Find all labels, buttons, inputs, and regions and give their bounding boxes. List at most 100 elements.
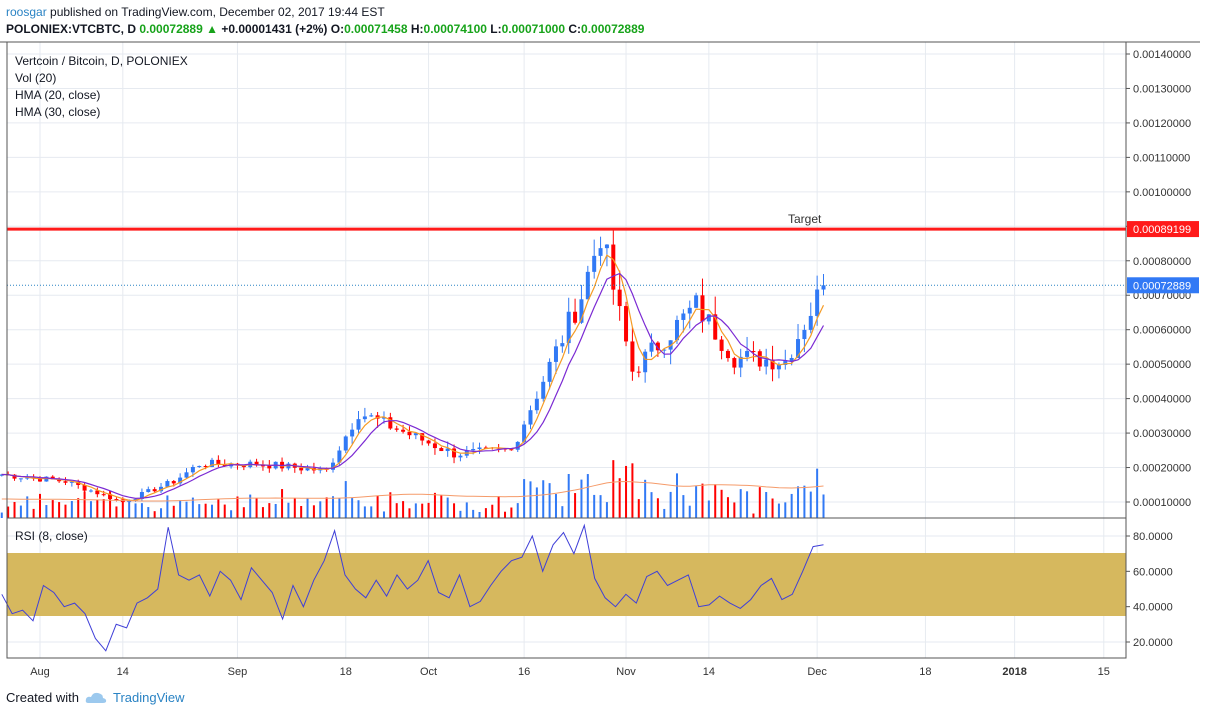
volume-bar [491,504,494,518]
volume-bar [739,489,742,518]
tradingview-link[interactable]: TradingView [112,690,185,705]
candle-body [184,472,189,478]
price-tick-label: 0.00010000 [1133,497,1191,509]
volume-bar [446,497,449,518]
volume-bar [13,501,16,518]
volume-bar [612,460,615,518]
volume-bar [191,497,194,518]
candle-body [18,478,23,480]
rsi-line [1,523,824,652]
volume-bar [140,503,143,518]
volume-bar [45,505,48,518]
candle-body [789,357,794,361]
volume-bar [395,503,398,518]
candle-body [209,459,214,467]
candle-body [38,477,42,482]
volume-bar [300,505,303,518]
volume-bar [274,503,277,518]
volume-bar [669,491,672,518]
legend-hma30: HMA (30, close) [15,105,100,119]
volume-bar [593,494,596,518]
volume-bar [554,494,557,518]
author-link[interactable]: roosgar [6,5,47,19]
price-tick-label: 0.00130000 [1133,83,1191,95]
price-tick-label: 0.00140000 [1133,49,1191,61]
volume-bar [376,495,379,518]
volume-bar [440,495,443,518]
volume-bar [580,479,583,518]
hma30-line [1,272,825,500]
candle-body [260,465,265,467]
time-tick-label: Oct [420,666,437,678]
volume-bar [714,484,717,518]
candle-body [101,494,106,496]
chart-frame [0,41,1200,659]
volume-bar [504,511,507,518]
volume-bar [427,502,430,518]
volume-bar [121,501,124,518]
candle-body [713,314,718,340]
candle-body [171,481,176,484]
last-price: 0.00072889 [139,22,203,36]
candle-body [706,314,711,322]
volume-bar [185,501,188,518]
candle-body [254,461,259,466]
volume-bar [637,499,640,518]
price-tick-label: 0.00060000 [1133,325,1191,337]
symbol-text: POLONIEX:VTCBTC, D [6,22,137,36]
candle-body [796,339,801,358]
candle-body [821,285,826,290]
volume-bar [402,501,405,518]
volume-bar [726,497,729,518]
candle-body [757,351,762,367]
candle-body [139,492,144,499]
volume-bar [382,511,385,518]
candle-body [522,424,527,442]
current-price-text: 0.00072889 [1133,280,1191,292]
candle-body [579,299,584,323]
candle-body [509,449,514,451]
candle-body [458,455,463,458]
candle-body [725,350,730,359]
volume-bar [357,500,360,518]
volume-bar [720,489,723,518]
candle-body [662,349,667,351]
volume-bar [32,508,35,518]
candle-body [655,342,660,351]
candle-body [394,428,399,430]
candle-body [76,481,81,485]
volume-bars [0,460,825,518]
volume-bar [497,496,500,518]
candle-body [573,311,578,323]
volume-bar [733,502,736,518]
volume-bar [414,503,417,518]
change-text: +0.00001431 (+2%) [221,22,328,36]
volume-bar [459,510,462,518]
target-price-text: 0.00089199 [1133,224,1191,236]
time-tick-label: 14 [703,666,715,678]
volume-bar [586,474,589,518]
volume-bar [166,495,169,518]
candle-body [649,342,654,352]
published-text: published on TradingView.com, December 0… [50,5,385,19]
volume-bar [255,498,258,518]
candle-body [776,364,781,370]
volume-bar [0,512,3,518]
price-tick-label: 0.00110000 [1133,152,1190,164]
candle-body [553,346,558,362]
volume-bar [109,490,112,518]
candle-body [108,494,113,500]
footer: Created with TradingView [6,690,185,705]
candle-body [528,410,533,425]
candle-body [738,356,743,368]
volume-bar [293,498,296,518]
time-tick-label: 18 [919,666,931,678]
volume-bar [688,505,691,518]
volume-bar [7,506,10,518]
time-tick-label: Aug [30,666,50,678]
candle-body [203,465,208,467]
volume-bar [822,494,825,518]
volume-bar [217,498,220,518]
low-label: L: [490,22,502,36]
